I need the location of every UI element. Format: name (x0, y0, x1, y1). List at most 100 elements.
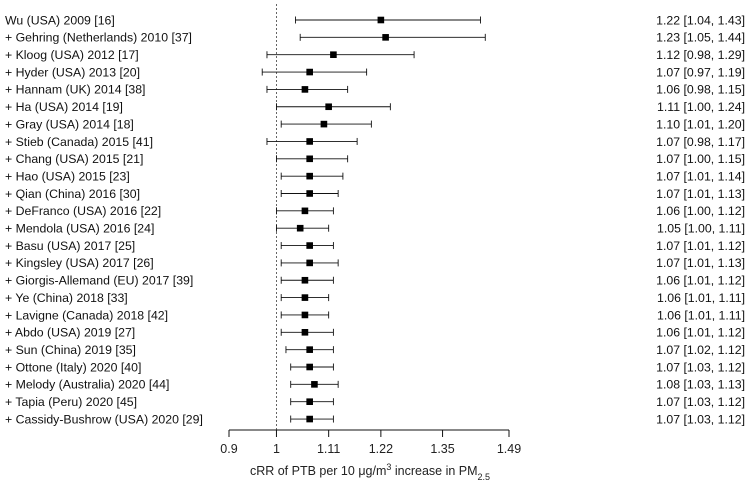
study-row: + Hannam (UK) 2014 [38] 1.06 [0.98, 1.15] (5, 83, 745, 97)
x-tick-label: 1.22 (369, 442, 393, 456)
point-estimate (301, 276, 309, 284)
x-tick-label: 1.11 (317, 442, 340, 456)
study-row: + Qian (China) 2016 [30] 1.07 [1.01, 1.13… (5, 187, 745, 201)
estimate-text: 1.06 [1.01, 1.12] (656, 326, 745, 340)
point-estimate (306, 415, 313, 423)
study-label: Wu (USA) 2009 [16] (5, 13, 115, 27)
point-estimate (306, 363, 313, 371)
estimate-text: 1.22 [1.04, 1.43] (656, 13, 745, 27)
estimate-text: 1.06 [1.01, 1.11] (657, 308, 745, 322)
x-tick-label: 1.49 (497, 442, 521, 456)
estimate-text: 1.07 [0.97, 1.19] (656, 65, 745, 79)
study-row: + Giorgis-Allemand (EU) 2017 [39] 1.06 [1… (5, 274, 745, 288)
study-row: + Cassidy-Bushrow (USA) 2020 [29] 1.07 [1… (5, 412, 745, 426)
estimate-text: 1.07 [1.03, 1.12] (656, 395, 745, 409)
point-estimate (306, 155, 313, 163)
point-estimate (301, 294, 309, 301)
estimate-text: 1.06 [1.01, 1.11] (657, 291, 745, 305)
study-label: + Kloog (USA) 2012 [17] (5, 48, 139, 62)
study-row: + Ottone (Italy) 2020 [40] 1.07 [1.03, 1.… (5, 360, 745, 374)
estimate-text: 1.07 [0.98, 1.17] (656, 135, 745, 149)
point-estimate (306, 346, 313, 353)
point-estimate (296, 224, 304, 232)
study-row: + Basu (USA) 2017 [25] 1.07 [1.01, 1.12] (5, 239, 745, 253)
study-row: + Hao (USA) 2015 [23] 1.07 [1.01, 1.14] (5, 169, 745, 183)
point-estimate (301, 329, 309, 336)
study-row: + Gehring (Netherlands) 2010 [37] 1.23 [1… (5, 31, 745, 45)
point-estimate (330, 51, 337, 58)
study-label: + Stieb (Canada) 2015 [41] (5, 135, 153, 149)
estimate-text: 1.07 [1.02, 1.12] (656, 343, 745, 357)
study-label: + Ha (USA) 2014 [19] (5, 100, 123, 114)
study-row: + Lavigne (Canada) 2018 [42] 1.06 [1.01, … (5, 308, 745, 322)
estimate-text: 1.06 [1.01, 1.12] (656, 274, 745, 288)
study-row: + Melody (Australia) 2020 [44] 1.08 [1.03… (5, 378, 745, 392)
study-label: + Cassidy-Bushrow (USA) 2020 [29] (5, 412, 203, 426)
estimate-text: 1.07 [1.01, 1.13] (656, 187, 745, 201)
study-row: + DeFranco (USA) 2016 [22] 1.06 [1.00, 1.… (5, 204, 745, 218)
study-label: + Hao (USA) 2015 [23] (5, 169, 130, 183)
point-estimate (306, 398, 313, 405)
study-row: + Stieb (Canada) 2015 [41] 1.07 [0.98, 1.… (5, 135, 745, 149)
estimate-text: 1.07 [1.03, 1.12] (656, 412, 745, 426)
estimate-text: 1.07 [1.00, 1.15] (656, 152, 745, 166)
x-axis-label: cRR of PTB per 10 μg/m3 increase in PM2.… (250, 462, 490, 482)
point-estimate (306, 242, 313, 249)
study-label: + Giorgis-Allemand (EU) 2017 [39] (5, 274, 193, 288)
point-estimate (306, 68, 313, 76)
point-estimate (306, 259, 313, 267)
x-tick-label: 0.9 (220, 442, 237, 456)
study-label: + Abdo (USA) 2019 [27] (5, 326, 135, 340)
x-axis-label-unit: g/m (366, 464, 387, 478)
estimate-text: 1.10 [1.01, 1.20] (656, 117, 745, 131)
estimate-text: 1.07 [1.01, 1.12] (656, 239, 745, 253)
study-row: + Kloog (USA) 2012 [17] 1.12 [0.98, 1.29] (5, 48, 745, 62)
point-estimate (301, 207, 309, 215)
x-axis-label-sub: 2.5 (478, 472, 491, 482)
study-row: + Abdo (USA) 2019 [27] 1.06 [1.01, 1.12] (5, 326, 745, 340)
x-axis-label-mu: μ (358, 464, 365, 478)
estimate-text: 1.07 [1.03, 1.12] (656, 360, 745, 374)
x-tick-label: 1 (273, 442, 280, 456)
study-row: + Ye (China) 2018 [33] 1.06 [1.01, 1.11] (5, 291, 745, 305)
study-rows: Wu (USA) 2009 [16] 1.22 [1.04, 1.43] + Geh… (5, 13, 745, 426)
estimate-text: 1.23 [1.05, 1.44] (656, 31, 745, 45)
study-label: + Gray (USA) 2014 [18] (5, 117, 134, 131)
study-label: + Basu (USA) 2017 [25] (5, 239, 135, 253)
point-estimate (382, 34, 389, 41)
point-estimate (320, 120, 328, 128)
estimate-text: 1.06 [1.00, 1.12] (656, 204, 745, 218)
point-estimate (301, 311, 309, 319)
x-axis-label-prefix: cRR of PTB per 10 (250, 464, 358, 478)
study-label: + Qian (China) 2016 [30] (5, 187, 140, 201)
x-axis-label-sup: 3 (386, 462, 391, 472)
study-label: + Hyder (USA) 2013 [20] (5, 65, 140, 79)
point-estimate (377, 16, 385, 24)
study-label: + Hannam (UK) 2014 [38] (5, 83, 145, 97)
study-row: + Tapia (Peru) 2020 [45] 1.07 [1.03, 1.12… (5, 395, 745, 409)
estimate-text: 1.11 [1.00, 1.24] (657, 100, 745, 114)
estimate-text: 1.07 [1.01, 1.14] (656, 169, 745, 183)
estimate-text: 1.08 [1.03, 1.13] (656, 378, 745, 392)
estimate-text: 1.06 [0.98, 1.15] (656, 83, 745, 97)
point-estimate (301, 86, 309, 93)
study-label: + Tapia (Peru) 2020 [45] (5, 395, 137, 409)
point-estimate (306, 190, 313, 197)
estimate-text: 1.05 [1.00, 1.11] (657, 222, 745, 236)
study-label: + Ottone (Italy) 2020 [40] (5, 360, 141, 374)
study-label: + Lavigne (Canada) 2018 [42] (5, 308, 168, 322)
study-row: + Kingsley (USA) 2017 [26] 1.07 [1.01, 1.… (5, 256, 745, 270)
x-axis: 0.9 1 1.11 1.22 1.35 1.49 (220, 429, 521, 456)
study-label: + Ye (China) 2018 [33] (5, 291, 128, 305)
point-estimate (325, 103, 332, 111)
point-estimate (306, 172, 313, 180)
study-label: + DeFranco (USA) 2016 [22] (5, 204, 161, 218)
study-row: + Hyder (USA) 2013 [20] 1.07 [0.97, 1.19] (5, 65, 745, 79)
point-estimate (306, 138, 313, 145)
estimate-text: 1.07 [1.01, 1.13] (656, 256, 745, 270)
point-estimate (311, 381, 318, 388)
study-label: + Gehring (Netherlands) 2010 [37] (5, 31, 192, 45)
study-label: + Chang (USA) 2015 [21] (5, 152, 143, 166)
x-axis-label-mid: increase in PM (391, 464, 477, 478)
